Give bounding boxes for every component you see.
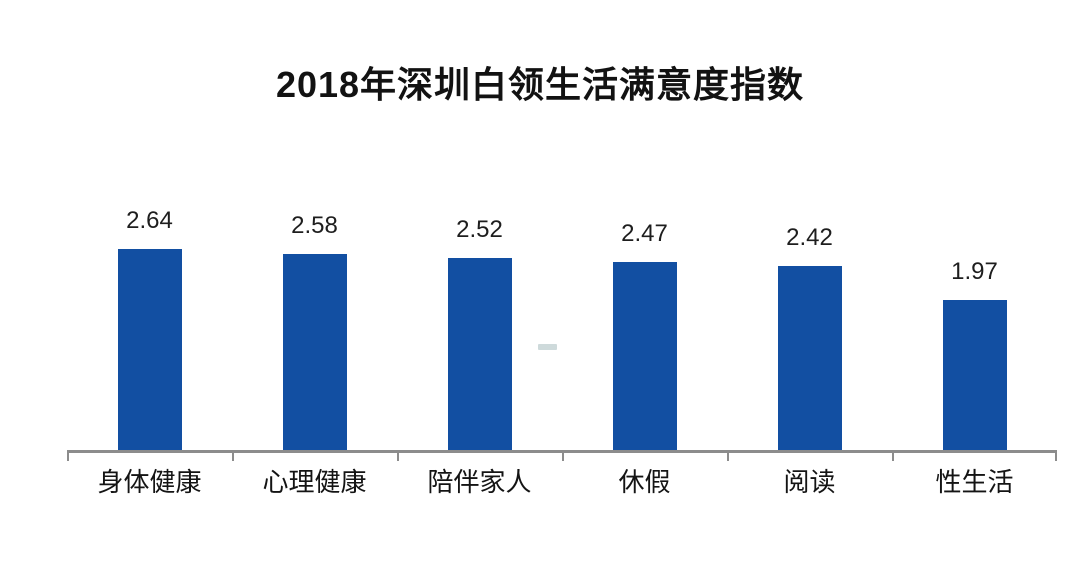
bar-slot: 2.42 bbox=[727, 200, 892, 450]
bar bbox=[942, 300, 1007, 450]
bar bbox=[777, 266, 842, 450]
bar-slot: 2.47 bbox=[562, 200, 727, 450]
category-label: 心理健康 bbox=[262, 467, 367, 497]
bar-value-label: 2.42 bbox=[786, 224, 833, 251]
category-label: 身体健康 bbox=[97, 467, 202, 497]
x-axis-line bbox=[67, 450, 1057, 453]
category-labels-row: 身体健康 心理健康 陪伴家人 休假 阅读 性生活 bbox=[67, 467, 1057, 498]
axis-tick bbox=[1055, 452, 1057, 461]
axis-tick bbox=[892, 452, 894, 461]
bar bbox=[612, 262, 677, 450]
bar-slot: 2.64 bbox=[67, 200, 232, 450]
bar-value-label: 2.58 bbox=[291, 212, 338, 239]
watermark-smudge bbox=[538, 344, 557, 350]
bars-row: 2.64 2.58 2.52 2.47 2.42 1.97 bbox=[67, 200, 1057, 450]
bar-value-label: 2.52 bbox=[456, 216, 503, 243]
bar-chart-plot-area: 2.64 2.58 2.52 2.47 2.42 1.97 身体健康 心理健康 陪伴家人 休假 阅… bbox=[67, 200, 1057, 510]
bar bbox=[117, 249, 182, 450]
axis-tick bbox=[727, 452, 729, 461]
category-label: 陪伴家人 bbox=[427, 467, 532, 497]
bar bbox=[282, 254, 347, 450]
bar-value-label: 2.64 bbox=[126, 207, 173, 234]
category-label: 性生活 bbox=[935, 467, 1014, 497]
bar-value-label: 1.97 bbox=[951, 258, 998, 285]
axis-tick bbox=[67, 452, 69, 461]
bar-value-label: 2.47 bbox=[621, 220, 668, 247]
chart-title: 2018年深圳白领生活满意度指数 bbox=[275, 64, 805, 105]
bar-slot: 2.52 bbox=[397, 200, 562, 450]
axis-tick bbox=[232, 452, 234, 461]
category-label: 阅读 bbox=[783, 467, 836, 497]
axis-tick bbox=[562, 452, 564, 461]
bar-slot: 2.58 bbox=[232, 200, 397, 450]
axis-tick bbox=[397, 452, 399, 461]
bar bbox=[447, 258, 512, 450]
category-label: 休假 bbox=[618, 467, 671, 497]
bar-slot: 1.97 bbox=[892, 200, 1057, 450]
